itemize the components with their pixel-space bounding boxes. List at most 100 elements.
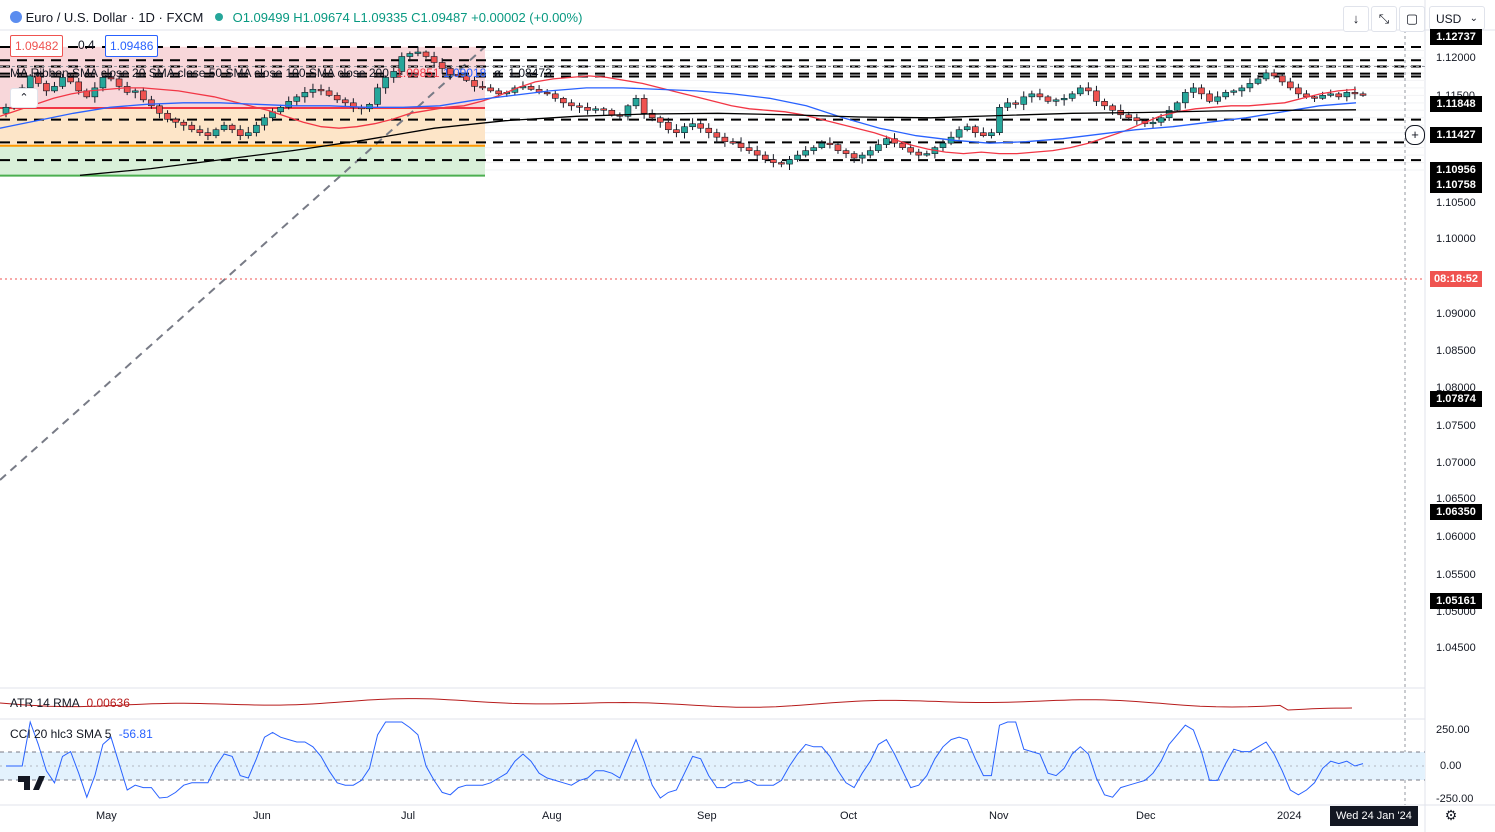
price-tick: 1.07500 <box>1436 420 1476 432</box>
candle-body <box>59 77 66 87</box>
add-level-button[interactable]: + <box>1405 125 1425 145</box>
candle-body <box>1351 92 1359 95</box>
candle-body <box>1044 96 1052 102</box>
candle-body <box>568 102 575 107</box>
candle-body <box>786 159 793 165</box>
candle-body <box>584 107 591 111</box>
candle-body <box>826 142 834 145</box>
candle-body <box>1149 121 1157 125</box>
candle-body <box>75 81 82 92</box>
sell-button[interactable]: 1.09482 <box>10 35 64 57</box>
atr-label: ATR 14 RMA <box>10 696 80 710</box>
price-tick: 1.10500 <box>1436 197 1476 209</box>
candle-body <box>875 144 882 151</box>
candle-body <box>834 144 842 151</box>
candle-body <box>794 154 801 160</box>
symbol-legend[interactable]: Euro / U.S. Dollar · 1D · FXCM O1.09499 … <box>10 10 582 25</box>
candle-body <box>26 75 34 89</box>
candle-body <box>1262 72 1270 80</box>
sma50-value: 1.09018 <box>442 66 487 80</box>
candle-body <box>107 77 115 80</box>
level-label: 1.12737 <box>1430 29 1482 45</box>
candle-body <box>140 90 147 101</box>
candle-body <box>1214 96 1221 102</box>
download-button[interactable]: ↓ <box>1343 6 1369 32</box>
candle-body <box>1036 93 1044 98</box>
candle-body <box>883 138 890 145</box>
tradingview-logo-icon <box>18 776 45 790</box>
candle-body <box>721 136 729 142</box>
candle-body <box>729 141 737 144</box>
price-tick: 1.05000 <box>1436 606 1476 618</box>
candle-body <box>115 78 123 87</box>
candle-body <box>866 150 874 156</box>
candle-body <box>220 124 228 131</box>
cci-tick: 250.00 <box>1436 724 1470 736</box>
buy-button[interactable]: 1.09486 <box>105 35 159 57</box>
candle-body <box>1133 117 1141 122</box>
candle-body <box>576 105 583 108</box>
month-label: Jun <box>253 810 271 822</box>
candle-body <box>148 99 155 107</box>
candle-body <box>1335 93 1343 98</box>
candle-body <box>915 151 923 156</box>
candle-body <box>156 105 163 114</box>
candle-body <box>1270 72 1278 77</box>
maximize-button[interactable]: ▢ <box>1399 6 1425 32</box>
candle-body <box>455 74 462 77</box>
candle-body <box>1052 99 1060 102</box>
candle-body <box>398 56 406 72</box>
candle-body <box>632 98 640 107</box>
candle-body <box>1020 96 1028 105</box>
ma-ribbon-legend[interactable]: MA Ribbon SMA close 20 SMA close 50 SMA … <box>10 66 552 80</box>
candle-body <box>495 90 503 95</box>
candle-body <box>648 112 656 119</box>
cci-value: -56.81 <box>118 727 153 741</box>
candle-body <box>422 51 430 57</box>
candle-body <box>1206 93 1213 102</box>
month-label: Aug <box>542 810 562 822</box>
cci-legend[interactable]: CCI 20 hlc3 SMA 5 -56.81 <box>10 727 153 741</box>
candle-body <box>1004 102 1011 108</box>
candle-body <box>180 121 188 126</box>
level-label: 1.07874 <box>1430 391 1482 407</box>
collapse-icon: ⤡ <box>1378 11 1390 26</box>
candle-body <box>188 124 196 131</box>
candle-body <box>608 109 616 116</box>
fib-trend-line <box>0 46 486 481</box>
candle-body <box>665 121 672 131</box>
candle-body <box>253 124 260 134</box>
price-tick: 1.05500 <box>1436 569 1476 581</box>
price-tick: 1.06000 <box>1436 531 1476 543</box>
candle-body <box>293 96 301 102</box>
spread-value: 0.4 <box>78 38 95 52</box>
price-tick: 1.12000 <box>1436 52 1476 64</box>
maximize-icon: ▢ <box>1405 11 1419 26</box>
current-date-label: Wed 24 Jan '24 <box>1330 806 1418 826</box>
level-label: 1.10758 <box>1430 177 1482 193</box>
currency-value: USD <box>1436 12 1462 26</box>
collapse-legend-button[interactable]: ⌃ <box>10 88 38 108</box>
candle-body <box>560 98 567 104</box>
month-label: Sep <box>697 810 717 822</box>
chevron-up-icon: ⌃ <box>19 92 29 104</box>
candle-body <box>543 92 551 95</box>
settings-button[interactable]: ⚙ <box>1440 806 1462 826</box>
candle-body <box>91 87 99 98</box>
candle-body <box>955 129 963 138</box>
candle-body <box>67 77 74 83</box>
currency-select[interactable]: USD ⌄ <box>1429 6 1485 30</box>
collapse-button[interactable]: ⤡ <box>1371 6 1397 32</box>
candle-body <box>43 83 50 92</box>
candle-body <box>131 90 139 93</box>
candle-body <box>430 56 438 63</box>
candle-body <box>261 117 268 126</box>
atr-legend[interactable]: ATR 14 RMA 0.00636 <box>10 696 130 710</box>
candle-body <box>858 154 866 159</box>
candle-body <box>753 150 761 156</box>
month-label: Dec <box>1136 810 1156 822</box>
candle-body <box>1109 105 1116 111</box>
candle-body <box>1173 102 1181 111</box>
candle-body <box>1295 87 1302 95</box>
